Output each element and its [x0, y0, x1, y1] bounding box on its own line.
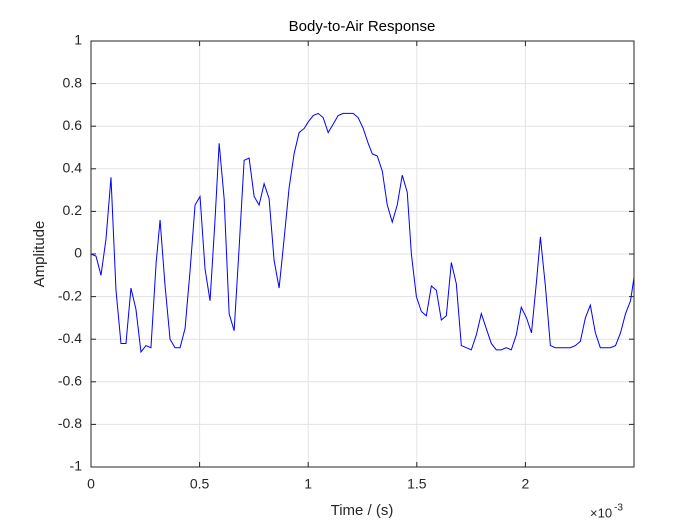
x-tick-label: 0.5: [190, 476, 210, 492]
x-tick-label: 1: [304, 476, 312, 492]
chart-title: Body-to-Air Response: [289, 18, 436, 35]
y-tick-label: -0.6: [58, 373, 82, 389]
y-tick-label: -1: [70, 458, 83, 474]
y-tick-label: 0: [74, 245, 82, 261]
x-tick-label: 0: [87, 476, 95, 492]
x-tick-label: 2: [522, 476, 530, 492]
y-axis-label: Amplitude: [31, 221, 48, 288]
x-tick-label: 1.5: [407, 476, 427, 492]
axes-box: [90, 40, 635, 468]
y-tick-label: 1: [74, 32, 82, 48]
x-multiplier: ×10: [590, 505, 612, 520]
y-tick-label: -0.2: [58, 287, 82, 303]
y-tick-label: 0.2: [63, 202, 83, 218]
y-tick-label: 0.6: [63, 117, 83, 133]
x-multiplier-exponent: -3: [614, 503, 623, 514]
y-tick-label: 0.4: [63, 160, 83, 176]
y-tick-label: -0.8: [58, 415, 82, 431]
y-tick-label: -0.4: [58, 330, 82, 346]
data-line: [90, 112, 635, 354]
x-axis-label: Time / (s): [331, 502, 394, 519]
y-tick-label: 0.8: [63, 74, 83, 90]
